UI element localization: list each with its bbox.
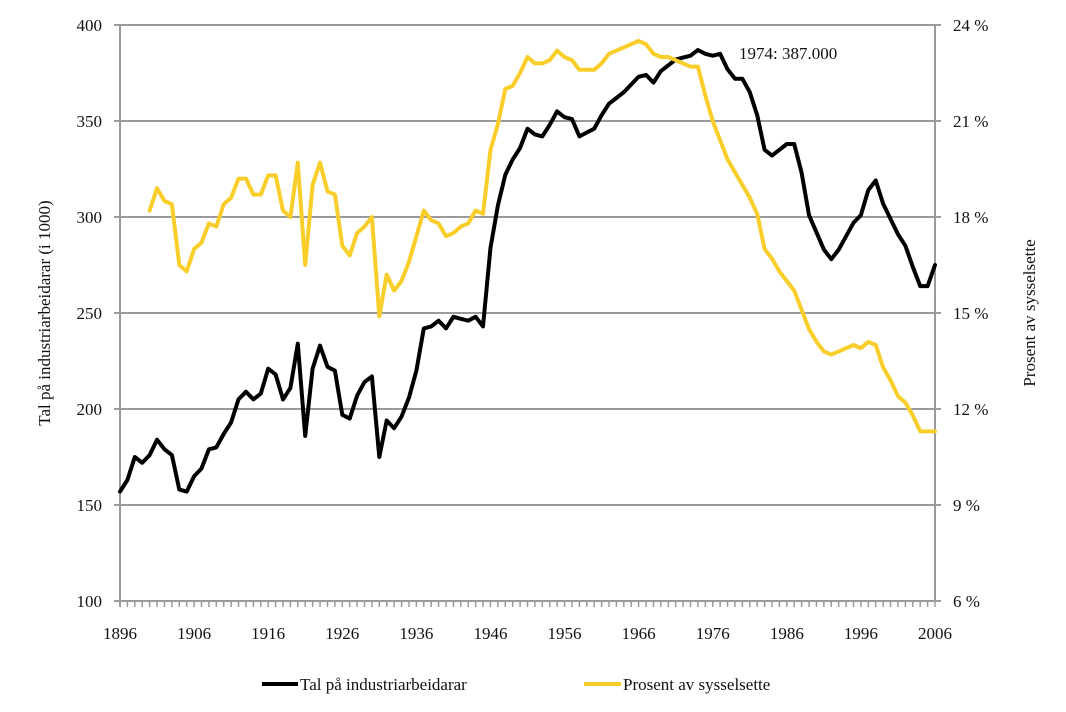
y-right-axis-title: Prosent av sysselsette <box>1020 239 1039 386</box>
x-tick-label: 1916 <box>251 624 285 643</box>
x-tick-label: 1986 <box>770 624 804 643</box>
y-right-tick-label: 21 % <box>953 112 988 131</box>
x-tick-label: 1996 <box>844 624 878 643</box>
y-tick-labels: 100 150 200 250 300 350 400 <box>77 16 103 611</box>
x-tick-label: 1946 <box>473 624 507 643</box>
y-tick-label: 300 <box>77 208 103 227</box>
x-tick-label: 1896 <box>103 624 137 643</box>
axes <box>119 25 936 607</box>
y-right-tick-label: 12 % <box>953 400 988 419</box>
y-tick-label: 100 <box>77 592 103 611</box>
x-tick-label: 1906 <box>177 624 211 643</box>
x-tick-label: 1926 <box>325 624 359 643</box>
y-tick-label: 250 <box>77 304 103 323</box>
y-tick-label: 200 <box>77 400 103 419</box>
y-tick-label: 150 <box>77 496 103 515</box>
y-tick-label: 350 <box>77 112 103 131</box>
x-tick-label: 1936 <box>399 624 433 643</box>
x-tick-labels: 1896 1906 1916 1926 1936 1946 1956 1966 1976 1986… <box>103 624 952 643</box>
x-tick-label: 1966 <box>622 624 656 643</box>
gridlines <box>114 24 941 602</box>
y-axis-title: Tal på industriarbeidarar (i 1000) <box>35 200 54 425</box>
x-tick-label: 1956 <box>548 624 582 643</box>
series-line-prosent <box>147 39 937 434</box>
legend: Tal på industriarbeidarar Prosent av sys… <box>262 675 770 694</box>
y-right-tick-labels: 6 % 9 % 12 % 15 % 18 % 21 % 24 % <box>953 16 988 611</box>
peak-annotation: 1974: 387.000 <box>739 44 837 63</box>
y-tick-label: 400 <box>77 16 103 35</box>
y-right-tick-label: 15 % <box>953 304 988 323</box>
x-tick-label: 2006 <box>918 624 952 643</box>
y-right-tick-label: 9 % <box>953 496 980 515</box>
y-right-tick-label: 6 % <box>953 592 980 611</box>
y-right-tick-label: 24 % <box>953 16 988 35</box>
x-tick-label: 1976 <box>696 624 730 643</box>
y-right-tick-label: 18 % <box>953 208 988 227</box>
series-line-industriarbeidarar <box>118 48 937 494</box>
legend-label-black: Tal på industriarbeidarar <box>300 675 467 694</box>
series-lines <box>118 39 937 494</box>
legend-label-yellow: Prosent av sysselsette <box>623 675 770 694</box>
